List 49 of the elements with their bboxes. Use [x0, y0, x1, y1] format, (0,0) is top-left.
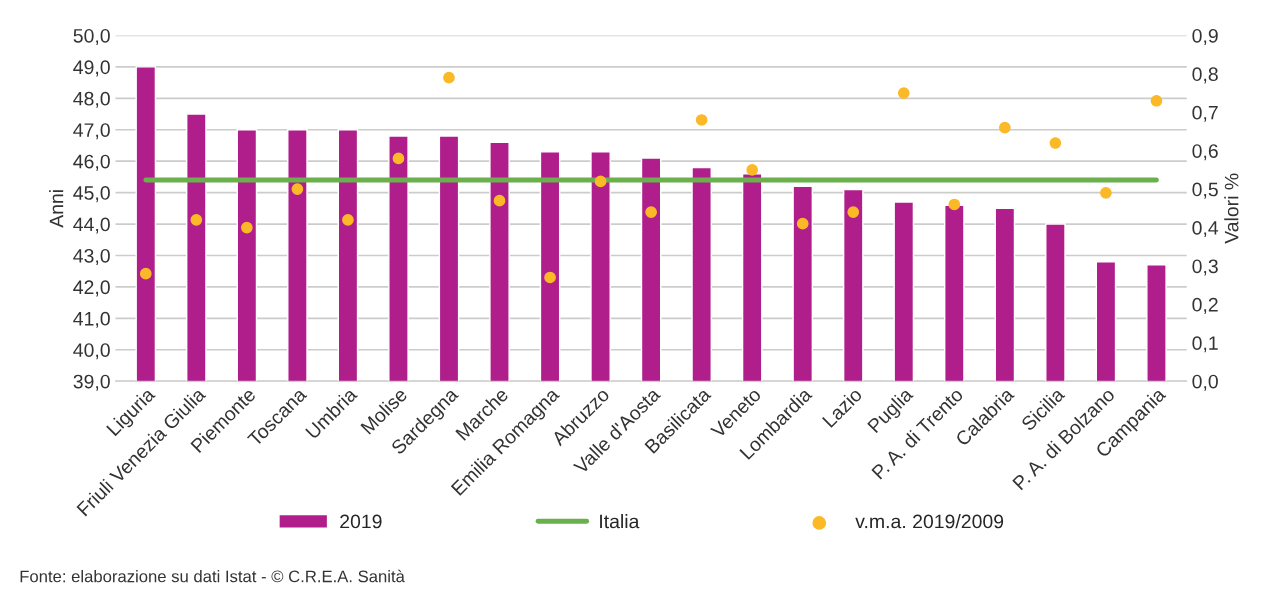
point — [695, 114, 708, 126]
point — [796, 217, 809, 230]
y-tick-label: 42,0 — [73, 280, 110, 297]
y2-tick-label: 0,3 — [1192, 259, 1218, 276]
y-axis-title: Anni — [49, 190, 64, 228]
legend-label: v.m.a. 2019/2009 — [855, 514, 1004, 529]
y-tick-label: 41,0 — [73, 311, 110, 328]
source-note: Fonte: elaborazione su dati Istat - © C.R.E.A. Sanità — [20, 569, 405, 583]
y2-tick-label: 0,1 — [1192, 336, 1218, 353]
y-tick-label: 50,0 — [73, 28, 110, 45]
point — [139, 267, 152, 280]
point — [493, 194, 506, 207]
legend-label: 2019 — [340, 514, 382, 529]
point — [1049, 137, 1062, 149]
y-tick-label: 48,0 — [73, 91, 110, 108]
point — [443, 71, 455, 84]
point — [594, 175, 607, 188]
point — [999, 121, 1011, 134]
point — [847, 206, 860, 219]
y2-tick-label: 0,7 — [1192, 105, 1218, 122]
y-tick-label: 40,0 — [73, 343, 110, 360]
y-tick-label: 45,0 — [73, 186, 110, 203]
point — [342, 214, 354, 226]
point — [948, 198, 961, 211]
point — [544, 271, 556, 284]
point — [190, 214, 203, 226]
y2-tick-label: 0,5 — [1192, 182, 1218, 199]
legend-label: Italia — [600, 514, 640, 529]
y-tick-label: 49,0 — [73, 60, 110, 77]
point — [1100, 187, 1112, 199]
y-tick-label: 44,0 — [73, 217, 110, 234]
y2-tick-label: 0,9 — [1192, 28, 1218, 45]
y2-tick-label: 0,6 — [1192, 144, 1218, 161]
y2-tick-label: 0,0 — [1192, 374, 1218, 391]
y-tick-label: 47,0 — [73, 123, 110, 140]
y-tick-label: 46,0 — [73, 154, 110, 171]
y2-tick-label: 0,4 — [1192, 221, 1219, 238]
point — [746, 164, 759, 176]
point — [645, 206, 657, 219]
point — [897, 87, 910, 99]
y2-axis-title: Valori % — [1224, 173, 1239, 244]
y2-tick-label: 0,8 — [1192, 67, 1218, 84]
point — [392, 152, 405, 165]
point — [241, 221, 253, 234]
point — [1150, 94, 1163, 107]
y-tick-label: 43,0 — [73, 248, 110, 266]
y2-tick-label: 0,2 — [1192, 297, 1218, 314]
y-tick-label: 39,0 — [73, 374, 110, 391]
point — [291, 183, 304, 195]
